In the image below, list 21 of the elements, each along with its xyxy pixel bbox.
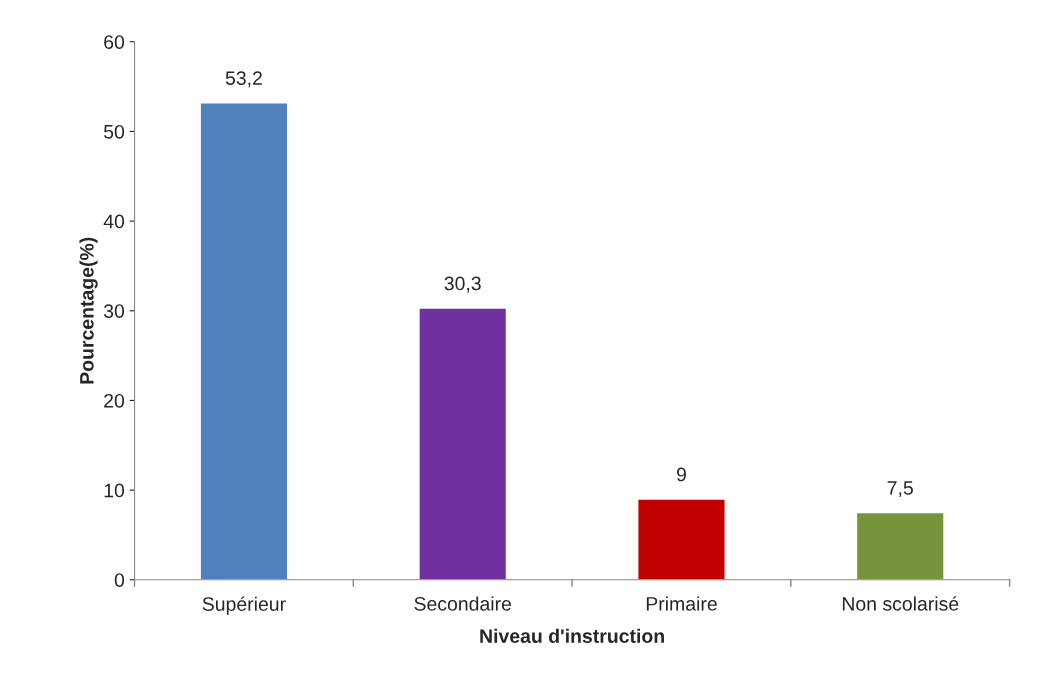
x-tick-label: Non scolarisé: [842, 596, 959, 611]
y-tick-label: 0: [114, 573, 125, 588]
bar: [199, 102, 289, 580]
y-tick-label: 20: [104, 393, 125, 408]
y-tick-label: 40: [103, 214, 125, 229]
x-tick-label: Primaire: [646, 596, 717, 611]
bar: [855, 511, 945, 580]
y-tick-label: 30: [103, 304, 125, 318]
bar: [637, 498, 726, 580]
data-label: 7,5: [887, 481, 913, 498]
data-label: 53,2: [225, 71, 262, 88]
data-label: 9: [676, 467, 686, 482]
data-label: 30,3: [444, 276, 481, 293]
x-tick-label: Secondaire: [414, 596, 512, 611]
x-axis-title: Niveau d'instruction: [480, 628, 664, 643]
y-tick-label: 60: [104, 35, 125, 49]
y-axis-title: Pourcentage(%): [79, 237, 98, 384]
y-tick-label: 50: [103, 124, 125, 139]
x-tick-label: Supérieur: [202, 596, 286, 615]
bar: [418, 307, 508, 580]
y-tick-label: 10: [104, 483, 125, 498]
